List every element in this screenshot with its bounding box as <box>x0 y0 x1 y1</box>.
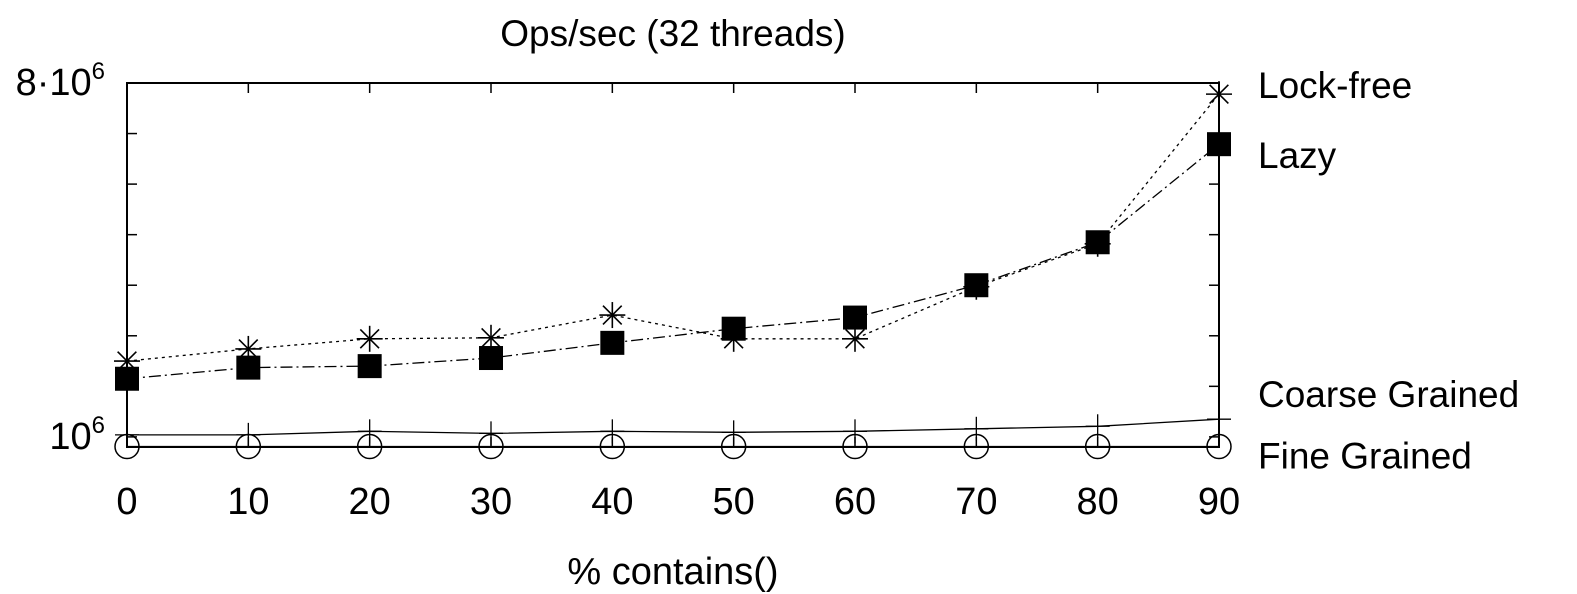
series-line-1 <box>126 143 1220 380</box>
series-label: Lazy <box>1258 135 1337 176</box>
data-point-plus <box>1207 407 1231 432</box>
plot-frame <box>126 82 1220 448</box>
x-axis-label: % contains() <box>567 551 778 593</box>
data-point-star <box>1206 81 1232 108</box>
data-point-circle <box>356 433 383 460</box>
marker-square <box>236 355 261 380</box>
data-point-circle <box>720 433 747 460</box>
x-tick-label: 10 <box>227 481 269 523</box>
data-point-circle <box>599 433 626 460</box>
data-point-filled-square <box>843 305 867 330</box>
data-point-filled-square <box>964 273 989 298</box>
data-point-filled-square <box>1207 132 1231 157</box>
series-line-2 <box>127 418 1220 436</box>
y-tick-label-exponent: 6 <box>92 58 105 85</box>
marker-square <box>600 330 625 355</box>
data-point-filled-square <box>236 355 261 380</box>
data-point-circle <box>963 433 990 460</box>
data-point-filled-square <box>1085 230 1110 255</box>
y-tick-label-base: 8·10 <box>16 62 92 104</box>
data-point-circle <box>842 433 868 460</box>
series-line-0 <box>126 93 1220 362</box>
data-point-filled-square <box>721 316 746 341</box>
marker-square <box>1085 230 1110 255</box>
data-point-star <box>356 325 383 352</box>
data-point-circle <box>1084 433 1111 460</box>
series-label: Coarse Grained <box>1258 374 1519 415</box>
marker-circle <box>114 433 140 460</box>
data-point-plus <box>843 419 867 444</box>
marker-circle <box>599 433 626 460</box>
y-tick-label-base: 10 <box>49 416 91 458</box>
data-point-filled-square <box>115 366 139 391</box>
data-point-circle <box>1206 433 1232 460</box>
data-point-circle <box>235 433 262 460</box>
marker-square <box>843 305 867 330</box>
marker-circle <box>1084 433 1111 460</box>
data-point-star <box>842 325 868 352</box>
marker-square <box>1207 132 1231 157</box>
y-tick-label-exponent: 6 <box>92 412 105 439</box>
marker-circle <box>842 433 868 460</box>
series-label: Fine Grained <box>1258 435 1472 476</box>
x-tick-label: 20 <box>349 481 391 523</box>
marker-circle <box>963 433 990 460</box>
x-tick-label: 0 <box>116 481 137 523</box>
data-point-plus <box>721 420 746 445</box>
chart-title: Ops/sec (32 threads) <box>500 13 845 54</box>
x-tick-label: 50 <box>713 481 755 523</box>
marker-circle <box>235 433 262 460</box>
marker-square <box>357 354 382 379</box>
series-label: Lock-free <box>1258 65 1412 106</box>
y-tick-label: 106 <box>49 412 105 458</box>
marker-square <box>115 366 139 391</box>
x-tick-label: 80 <box>1077 481 1119 523</box>
data-point-circle <box>478 433 504 460</box>
x-tick-label: 60 <box>834 481 876 523</box>
y-tick-label: 8·106 <box>16 58 105 104</box>
marker-square <box>479 346 503 371</box>
data-point-plus <box>357 419 382 444</box>
marker-circle <box>1206 433 1232 460</box>
x-tick-label: 90 <box>1198 481 1240 523</box>
marker-square <box>721 316 746 341</box>
x-tick-label: 30 <box>470 481 512 523</box>
marker-circle <box>478 433 504 460</box>
data-point-circle <box>114 433 140 460</box>
data-point-filled-square <box>600 330 625 355</box>
x-tick-label: 40 <box>591 481 633 523</box>
x-tick-label: 70 <box>955 481 997 523</box>
data-point-filled-square <box>357 354 382 379</box>
marker-square <box>964 273 989 298</box>
marker-circle <box>356 433 383 460</box>
data-point-plus <box>479 421 503 446</box>
data-point-star <box>599 302 626 329</box>
data-point-filled-square <box>479 346 503 371</box>
data-point-plus <box>600 419 625 444</box>
marker-circle <box>720 433 747 460</box>
data-point-plus <box>964 416 989 441</box>
